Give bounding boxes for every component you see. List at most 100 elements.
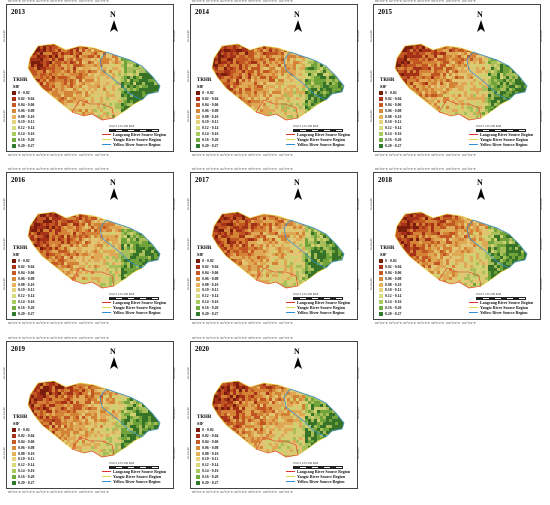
legend-item: 0.08 - 0.10 [12,451,34,457]
latitude-tick: 36°0'0"N [172,30,176,42]
legend-swatch [379,114,383,119]
legend-label: 0.02 - 0.04 [18,433,35,438]
legend-item: 0.14 - 0.16 [379,131,401,137]
legend-item: 0.14 - 0.16 [196,299,218,305]
legend-label: 0.14 - 0.16 [202,300,219,305]
region-legend-item: Yellow River Source Region [102,479,166,484]
north-label: N [294,178,300,187]
region-legend-item: Yangtz River Source Region [286,474,350,479]
region-legend-item: Yangtz River Source Region [102,474,166,479]
region-legend-label: Yangtz River Source Region [113,137,161,142]
legend-item: 0.10 - 0.12 [12,287,34,293]
legend-swatch [379,96,383,101]
region-legend-item: Langcang River Source Region [286,300,350,305]
legend-item: 0.02 - 0.04 [196,264,218,270]
map-panel-2019: 2019 N 90°0'0"E 92°0'0"E 94°0'0"E 96°0'0"E… [2,336,182,500]
legend-swatch [196,258,200,263]
north-arrow-icon [294,20,302,32]
region-legend: Langcang River Source Region Yangtz River… [102,132,166,147]
variable-title: SIF [197,84,204,89]
region-line-swatch [469,144,478,145]
region-line-swatch [102,476,111,477]
legend-item: 0.10 - 0.12 [196,119,218,125]
region-line-swatch [286,476,295,477]
region-legend-label: Langcang River Source Region [297,132,351,137]
legend-label: 0.04 - 0.06 [18,439,35,444]
legend-item: 0.12 - 0.14 [12,125,34,131]
scale-bar [476,129,526,133]
latitude-tick: 32°0'0"N [172,278,176,290]
region-legend-label: Yellow River Source Region [297,142,345,147]
legend-item: 0.06 - 0.08 [196,276,218,282]
legend-swatch [12,258,16,263]
region-legend-label: Langcang River Source Region [480,132,534,137]
scale-bar [293,129,343,133]
north-label: N [294,347,300,356]
variable-title: SIF [197,252,204,257]
legend-label: 0.10 - 0.12 [18,120,35,125]
variable-title: SIF [380,84,387,89]
region-legend-label: Langcang River Source Region [297,469,351,474]
longitude-ticks-bottom: 90°0'0"E 92°0'0"E 94°0'0"E 96°0'0"E 98°0… [375,153,477,157]
legend-label: 0.16 - 0.20 [18,138,35,143]
legend-item: 0.14 - 0.16 [196,131,218,137]
latitude-tick: 34°0'0"N [369,238,373,250]
legend-label: 0 - 0.02 [385,90,397,95]
legend-label: 0.10 - 0.12 [18,288,35,293]
map-canvas [211,357,345,458]
north-label: N [477,10,483,19]
legend-label: 0.16 - 0.20 [18,306,35,311]
region-legend-item: Yellow River Source Region [469,310,533,315]
region-legend-label: Yellow River Source Region [480,142,528,147]
map-panel-2015: 2015 N 90°0'0"E 92°0'0"E 94°0'0"E 96°0'0"E… [369,0,549,163]
legend-label: 0.16 - 0.20 [202,138,219,143]
scale-text: 0 62.5 125 250 KM [476,292,502,296]
legend-item: 0 - 0.02 [379,90,401,96]
panel-year: 2019 [11,345,25,353]
latitude-tick: 32°0'0"N [356,110,360,122]
legend-item: 0.02 - 0.04 [196,433,218,439]
panel-year: 2016 [11,176,25,184]
latitude-tick: 36°0'0"N [356,198,360,210]
longitude-ticks-top: 90°0'0"E 92°0'0"E 94°0'0"E 96°0'0"E 98°0… [8,167,110,171]
legend-item: 0 - 0.02 [12,90,34,96]
longitude-ticks-bottom: 90°0'0"E 92°0'0"E 94°0'0"E 96°0'0"E 98°0… [8,153,110,157]
map-panel-2014: 2014 N 90°0'0"E 92°0'0"E 94°0'0"E 96°0'0"E… [186,0,366,163]
legend-item: 0.10 - 0.12 [12,119,34,125]
region-legend-item: Yangtz River Source Region [286,305,350,310]
legend-label: 0.04 - 0.06 [18,270,35,275]
north-arrow-icon [110,20,118,32]
legend-swatch [379,126,383,131]
legend-label: 0 - 0.02 [202,90,214,95]
region-legend: Langcang River Source Region Yangtz River… [286,132,350,147]
legend-item: 0.16 - 0.20 [379,137,401,143]
latitude-tick: 32°0'0"N [369,278,373,290]
legend-swatch [12,457,16,462]
region-title: TRHR [13,415,28,420]
panel-year: 2015 [378,8,392,16]
region-line-swatch [469,312,478,313]
legend-label: 0.20 - 0.27 [385,143,402,148]
legend-swatch [196,120,200,125]
region-line-swatch [102,134,111,135]
legend-item: 0 - 0.02 [12,427,34,433]
legend-swatch [12,311,16,316]
region-line-swatch [469,134,478,135]
north-label: N [477,178,483,187]
legend-label: 0.20 - 0.27 [18,143,35,148]
legend-swatch [12,451,16,456]
scale-bar [293,466,343,470]
legend-label: 0.06 - 0.08 [202,445,219,450]
legend-swatch [196,475,200,480]
sif-legend: 0 - 0.02 0.02 - 0.04 0.04 - 0.06 0.06 - 0.0… [196,427,218,486]
region-legend-item: Yellow River Source Region [286,479,350,484]
legend-item: 0.08 - 0.10 [196,451,218,457]
scale-text: 0 62.5 125 250 KM [109,124,135,128]
region-line-swatch [286,481,295,482]
panel-year: 2017 [195,176,209,184]
latitude-tick: 34°0'0"N [186,70,190,82]
legend-item: 0.16 - 0.20 [12,137,34,143]
region-legend-item: Yellow River Source Region [469,142,533,147]
legend-swatch [196,480,200,485]
legend-label: 0.14 - 0.16 [18,469,35,474]
